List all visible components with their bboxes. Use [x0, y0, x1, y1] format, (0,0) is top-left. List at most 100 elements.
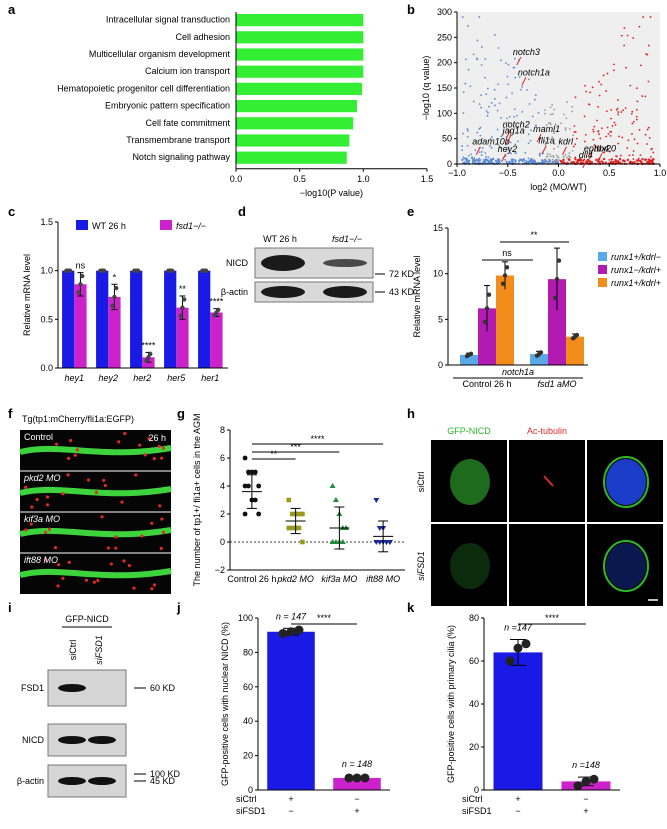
cell-dot-f — [94, 490, 99, 494]
volcano-point — [608, 158, 611, 161]
volcano-point — [620, 34, 623, 37]
data-point-g — [242, 511, 248, 517]
volcano-point — [480, 64, 483, 66]
annotation-arrow-b-3 — [506, 135, 512, 144]
cell-dot-f — [152, 457, 156, 461]
volcano-point — [554, 161, 558, 164]
condition-k-0-1: − — [583, 794, 588, 804]
bar-c-1-4 — [210, 312, 223, 368]
volcano-point — [513, 57, 516, 60]
blot-marker-d-0: 72 KD — [389, 269, 415, 279]
data-point-e — [500, 281, 506, 286]
cell-dot-f — [150, 587, 154, 591]
volcano-point — [467, 68, 470, 71]
cell-dot-f — [66, 473, 70, 477]
volcano-point — [631, 122, 634, 125]
cell-dot-f — [134, 473, 138, 477]
data-point-c — [78, 282, 83, 287]
volcano-point — [616, 107, 619, 110]
volcano-point — [622, 109, 625, 112]
volcano-point — [572, 145, 575, 148]
volcano-point — [513, 66, 516, 69]
bar-c-0-1 — [96, 270, 109, 368]
cell-dot-f — [29, 522, 33, 526]
volcano-point — [504, 143, 507, 146]
volcano-point — [553, 143, 556, 145]
volcano-point — [527, 157, 530, 160]
annotation-b-5: fli1a — [538, 136, 555, 146]
y-axis-label-e: Relative mRNA level — [412, 255, 422, 337]
bar-c-0-2 — [130, 270, 143, 368]
bar-a-7 — [236, 134, 350, 147]
annotation-arrow-b-11 — [582, 159, 588, 169]
y-tick-label-e-0: 0 — [438, 360, 443, 370]
category-label-a-3: Calcium ion transport — [145, 66, 231, 76]
data-point-e — [486, 292, 492, 297]
bar-a-3 — [236, 65, 364, 78]
volcano-point — [623, 44, 626, 47]
volcano-point — [647, 126, 650, 129]
volcano-point — [466, 128, 469, 130]
category-label-g-2: kif3a MO — [321, 574, 357, 584]
volcano-point — [466, 144, 469, 147]
volcano-point — [549, 153, 551, 156]
legend-swatch-e-2 — [598, 278, 607, 287]
blot-title-i: GFP-NICD — [65, 614, 109, 624]
volcano-point — [553, 160, 556, 163]
cell-dot-f — [96, 579, 100, 583]
blot-band-i-2-1 — [88, 777, 116, 785]
data-point-j — [352, 773, 362, 783]
volcano-point — [572, 134, 574, 137]
annotation-b-10: tbx20 — [594, 143, 616, 153]
volcano-point — [504, 158, 507, 161]
data-point-j — [360, 773, 370, 783]
data-point-k — [573, 781, 583, 791]
cell-dot-f — [100, 515, 104, 519]
cell-dot-f — [24, 528, 28, 532]
volcano-point — [603, 151, 605, 154]
blot-band-i-1-0 — [58, 736, 86, 744]
volcano-point — [479, 134, 482, 137]
cell-dot-f — [43, 530, 48, 535]
bar-a-0 — [236, 14, 364, 27]
y-tick-label-b-6: 300 — [437, 7, 452, 17]
annotation-arrow-b-1 — [521, 77, 527, 86]
cell-dot-f — [109, 562, 113, 566]
volcano-point — [626, 158, 630, 162]
cell-dot-f — [132, 586, 136, 590]
volcano-point — [551, 158, 554, 161]
volcano-point — [478, 127, 481, 130]
data-point-g — [246, 483, 251, 489]
row-label-h-1: siFSD1 — [416, 551, 426, 581]
volcano-point — [480, 106, 482, 109]
significance-c-2: **** — [141, 340, 156, 350]
data-point-g — [242, 483, 248, 489]
volcano-point — [646, 128, 649, 131]
volcano-point — [574, 156, 577, 159]
volcano-point — [479, 126, 482, 129]
volcano-point — [506, 117, 508, 120]
significance-e-1: ** — [530, 230, 538, 240]
significance-c-3: ** — [179, 284, 187, 294]
significance-e-0: ns — [502, 248, 512, 258]
volcano-point — [508, 115, 511, 118]
volcano-point — [555, 158, 558, 162]
volcano-point — [605, 110, 608, 113]
category-label-c-1: hey2 — [99, 373, 119, 383]
volcano-point — [571, 149, 574, 152]
y-tick-label-e-2: 10 — [433, 269, 443, 279]
volcano-point — [534, 125, 537, 127]
volcano-point — [493, 97, 496, 100]
volcano-point — [555, 154, 558, 157]
significance-c-1: * — [113, 272, 117, 282]
volcano-point — [510, 158, 514, 161]
annotation-b-4: maml1 — [533, 124, 560, 134]
volcano-point — [636, 142, 639, 145]
condition-label-j-0: siCtrl — [236, 794, 257, 804]
data-point-k — [513, 643, 523, 653]
x-tick-label-b-1: −0.5 — [499, 168, 517, 178]
y-tick-label-b-3: 150 — [437, 83, 452, 93]
volcano-point — [609, 161, 613, 164]
image-tile-h-0-1 — [509, 440, 585, 522]
volcano-point — [472, 53, 475, 56]
